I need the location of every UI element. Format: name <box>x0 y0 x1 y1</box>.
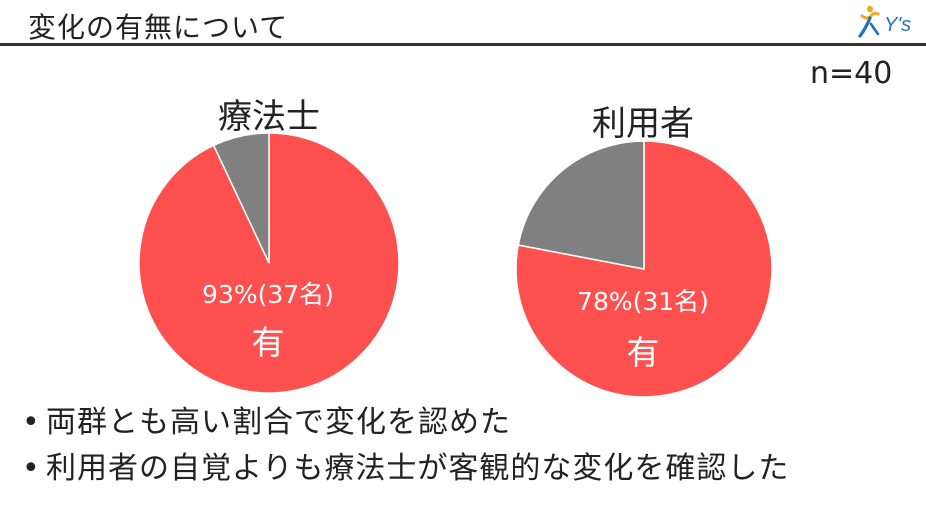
chart-title-therapist: 療法士 <box>218 97 320 137</box>
bullet-text: 両群とも高い割合で変化を認めた <box>46 405 511 440</box>
chart-title-user: 利用者 <box>592 104 694 144</box>
pie-pct-label-therapist: 93%(37名) <box>202 280 334 309</box>
pie-yes-label-user: 有 <box>626 333 660 372</box>
pie-pct-label-user: 78%(31名) <box>577 287 709 316</box>
pie-svg-therapist <box>138 132 400 394</box>
pie-chart-therapist <box>138 132 400 394</box>
bullet-item: • 両群とも高い割合で変化を認めた <box>22 400 789 446</box>
summary-bullets: • 両群とも高い割合で変化を認めた • 利用者の自覚よりも療法士が客観的な変化を確認… <box>22 400 789 492</box>
pie-yes-label-therapist: 有 <box>251 323 285 362</box>
pie-svg-user <box>515 140 773 398</box>
bullet-symbol: • <box>22 405 41 440</box>
bullet-item: • 利用者の自覚よりも療法士が客観的な変化を確認した <box>22 446 789 492</box>
logo-text: Y's <box>884 14 911 36</box>
title-underline <box>0 43 926 46</box>
bullet-text: 利用者の自覚よりも療法士が客観的な変化を確認した <box>46 451 790 486</box>
bullet-symbol: • <box>22 451 41 486</box>
sample-size-label: n=40 <box>810 56 893 91</box>
page-title: 変化の有無について <box>28 11 289 44</box>
company-logo: Y's <box>856 4 922 40</box>
user-slice-other <box>517 140 645 270</box>
pie-chart-user <box>515 140 773 398</box>
therapist-slice-other <box>212 132 270 264</box>
